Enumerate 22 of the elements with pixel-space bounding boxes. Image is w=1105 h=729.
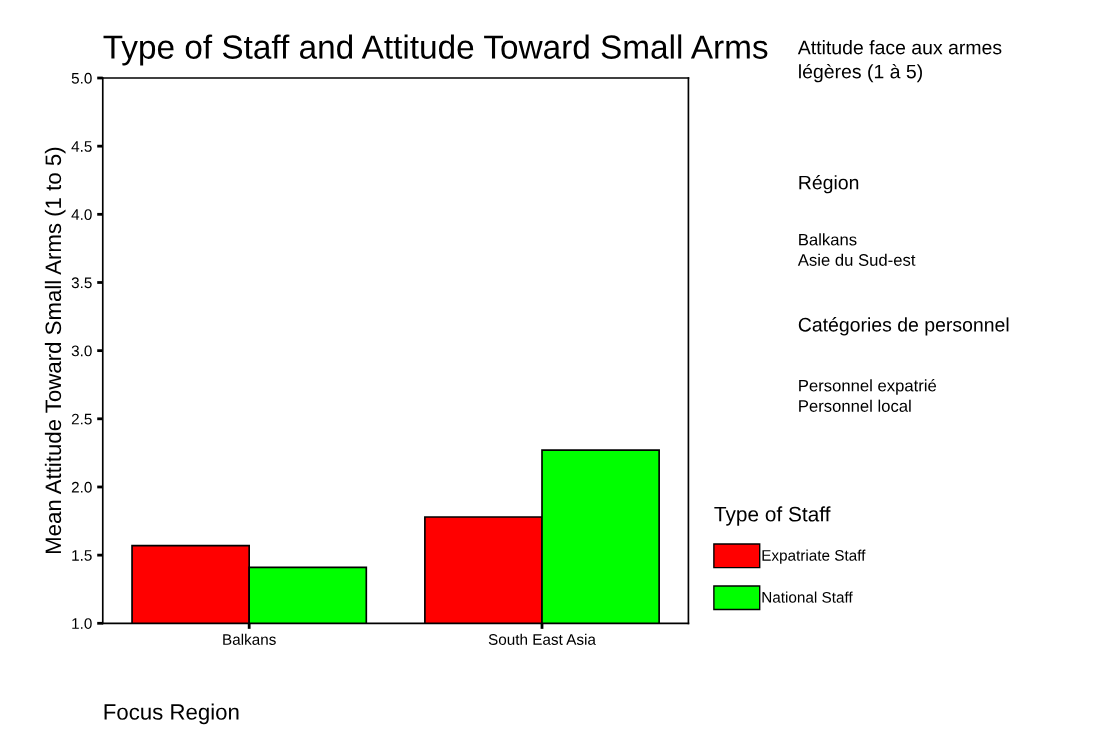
y-axis-title: Mean Attitude Toward Small Arms (1 to 5)	[44, 147, 66, 554]
legend-title: Type of Staff	[714, 506, 831, 526]
y-tick-label: 4.5	[71, 141, 92, 152]
text: Personnel expatrié Personnel local	[799, 379, 937, 412]
legend-label: National Staff	[762, 591, 853, 603]
text: Balkans Asie du Sud-est	[797, 233, 916, 266]
y-tick-label: 1.0	[72, 618, 92, 629]
x-tick-label: Balkans	[223, 633, 276, 645]
y-tick-label: 2.0	[71, 481, 92, 493]
y-tick-label: 5.0	[71, 72, 92, 84]
y-tick-label: 1.5	[72, 550, 92, 561]
y-tick-label: 4.0	[71, 209, 92, 221]
x-axis-title: Focus Region	[104, 703, 239, 725]
text: Catégories de personnel	[798, 317, 1009, 336]
text: Attitude face aux armes légères (1 à 5)	[797, 40, 1002, 83]
y-tick-label: 3.5	[71, 277, 92, 289]
y-tick-label: 3.0	[71, 345, 92, 357]
legend-label: Expatriate Staff	[762, 549, 866, 564]
chart-title: Type of Staff and Attitude Toward Small Arms	[103, 34, 768, 66]
text: Région	[799, 174, 859, 194]
y-tick-label: 2.5	[71, 413, 92, 425]
x-tick-label: South East Asia	[488, 633, 596, 645]
